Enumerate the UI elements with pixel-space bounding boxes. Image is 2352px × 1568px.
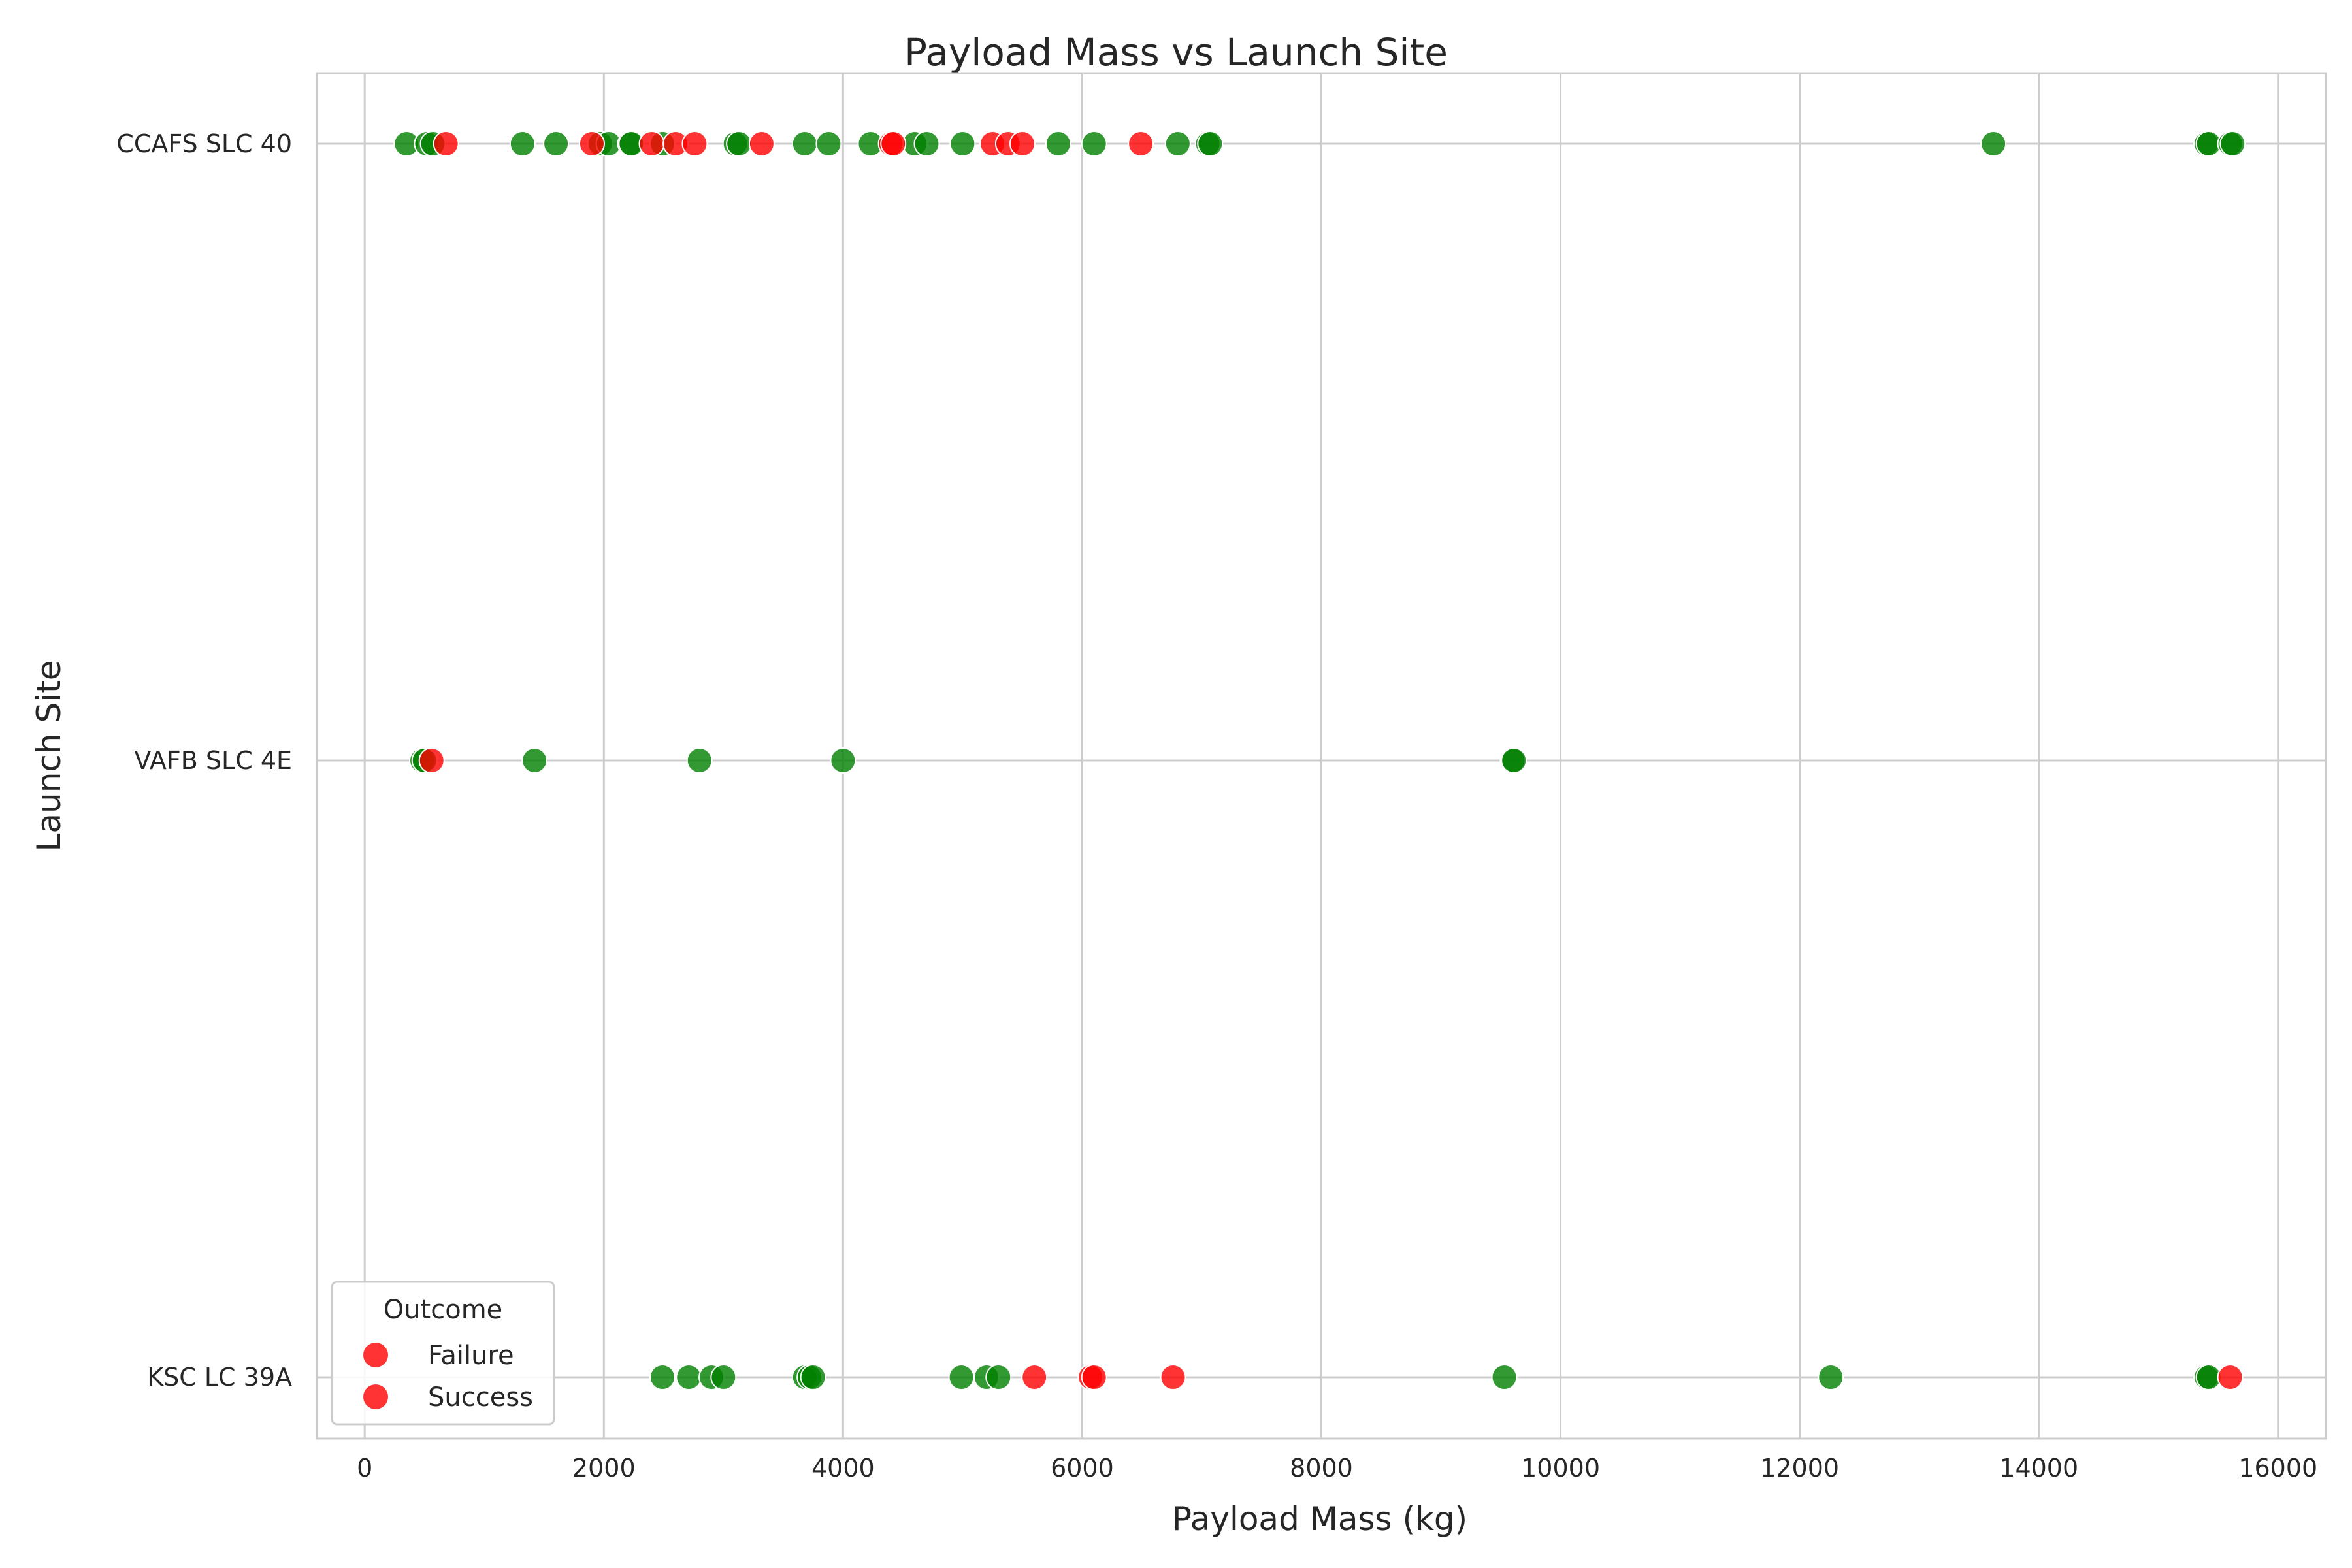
data-point-failure bbox=[418, 747, 445, 774]
data-point-success bbox=[710, 1364, 737, 1390]
data-point-failure bbox=[1160, 1364, 1186, 1390]
data-point-failure bbox=[1128, 131, 1154, 157]
legend-marker-failure bbox=[363, 1343, 388, 1367]
data-point-success bbox=[686, 747, 713, 774]
data-point-success bbox=[509, 131, 536, 157]
data-point-failure bbox=[1021, 1364, 1048, 1390]
data-point-failure bbox=[1009, 131, 1036, 157]
chart-title: Payload Mass vs Launch Site bbox=[904, 30, 1448, 74]
data-point-failure bbox=[880, 131, 907, 157]
x-tick-label: 0 bbox=[357, 1454, 372, 1482]
data-point-success bbox=[1197, 131, 1224, 157]
data-point-success bbox=[948, 1364, 975, 1390]
legend: Outcome Failure Success bbox=[331, 1281, 555, 1426]
y-axis-label: Launch Site bbox=[30, 661, 68, 852]
data-point-success bbox=[543, 131, 570, 157]
data-point-success bbox=[1501, 747, 1527, 774]
x-tick-label: 14000 bbox=[1999, 1454, 2078, 1482]
data-point-success bbox=[1045, 131, 1071, 157]
data-point-success bbox=[791, 131, 818, 157]
data-point-success bbox=[985, 1364, 1012, 1390]
y-axis-ticks: CCAFS SLC 40 VAFB SLC 4E KSC LC 39A bbox=[116, 129, 292, 1392]
y-tick-label: KSC LC 39A bbox=[147, 1363, 292, 1392]
data-point-success bbox=[521, 747, 548, 774]
data-point-success bbox=[949, 131, 976, 157]
data-point-success bbox=[726, 131, 753, 157]
x-tick-label: 4000 bbox=[811, 1454, 875, 1482]
data-point-success bbox=[649, 1364, 676, 1390]
data-point-success bbox=[676, 1364, 702, 1390]
legend-marker-success bbox=[363, 1384, 388, 1409]
x-tick-label: 10000 bbox=[1521, 1454, 1600, 1482]
x-tick-label: 8000 bbox=[1290, 1454, 1353, 1482]
x-tick-label: 2000 bbox=[572, 1454, 636, 1482]
grid-lines bbox=[317, 73, 2326, 1439]
data-point-success bbox=[1980, 131, 2007, 157]
y-tick-label: VAFB SLC 4E bbox=[134, 746, 292, 775]
data-point-failure bbox=[1081, 1364, 1107, 1390]
legend-label-success: Success bbox=[428, 1382, 533, 1413]
data-point-failure bbox=[433, 131, 459, 157]
x-axis-ticks: 0 2000 4000 6000 8000 10000 12000 14000 16000 bbox=[357, 1454, 2317, 1482]
data-point-failure bbox=[681, 131, 708, 157]
data-point-success bbox=[1818, 1364, 1844, 1390]
x-tick-label: 12000 bbox=[1760, 1454, 1839, 1482]
data-point-success bbox=[1164, 131, 1191, 157]
data-points bbox=[393, 131, 2246, 1390]
data-point-success bbox=[830, 747, 857, 774]
data-point-success bbox=[1081, 131, 1107, 157]
data-point-failure bbox=[2217, 1364, 2244, 1390]
x-axis-label: Payload Mass (kg) bbox=[1172, 1500, 1467, 1538]
data-point-success bbox=[800, 1364, 826, 1390]
plot-frame bbox=[316, 72, 2327, 1440]
x-tick-label: 16000 bbox=[2238, 1454, 2317, 1482]
legend-label-failure: Failure bbox=[428, 1341, 514, 1371]
data-point-success bbox=[1491, 1364, 1518, 1390]
legend-title: Outcome bbox=[384, 1295, 503, 1325]
x-tick-label: 6000 bbox=[1051, 1454, 1114, 1482]
y-tick-label: CCAFS SLC 40 bbox=[116, 129, 292, 158]
data-point-success bbox=[913, 131, 940, 157]
data-point-failure bbox=[748, 131, 775, 157]
data-point-success bbox=[2219, 131, 2246, 157]
legend-box bbox=[331, 1281, 555, 1426]
data-point-failure bbox=[638, 131, 665, 157]
data-point-success bbox=[815, 131, 842, 157]
data-point-failure bbox=[578, 131, 605, 157]
